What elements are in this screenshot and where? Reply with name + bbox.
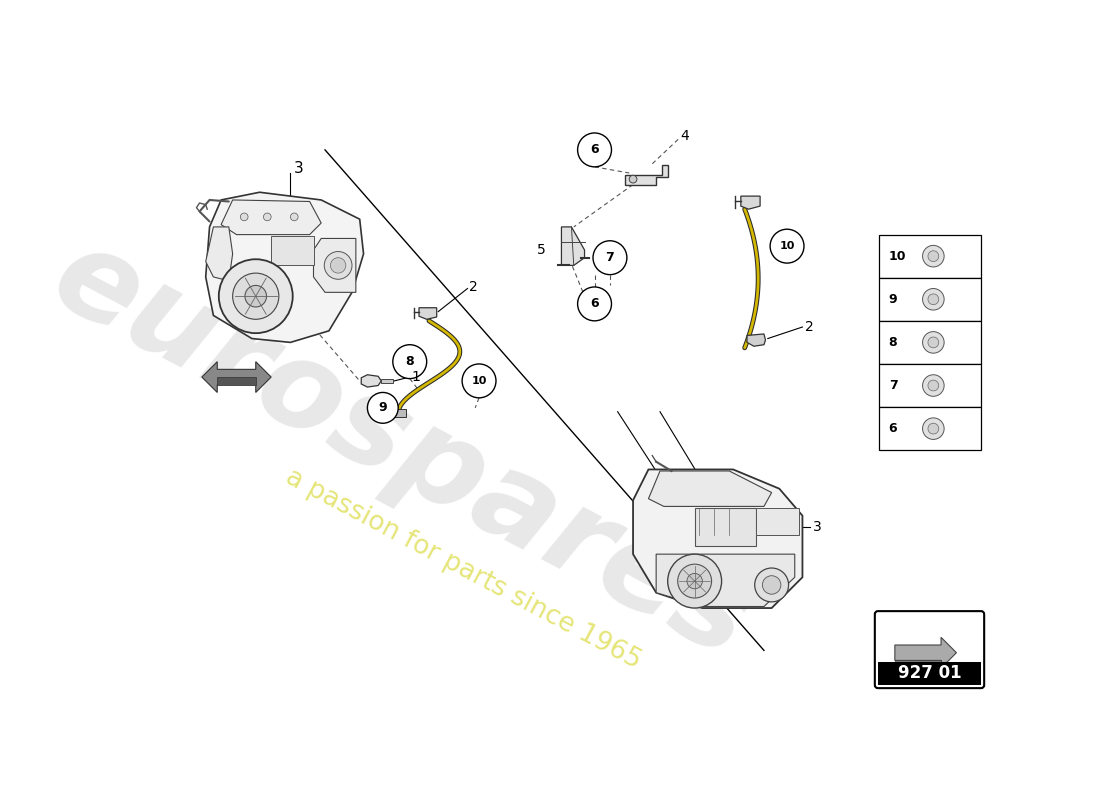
Circle shape [462,364,496,398]
Circle shape [578,133,612,167]
Bar [880,321,981,364]
Circle shape [629,175,637,183]
Text: 7: 7 [889,379,898,392]
Bar [271,236,314,266]
Circle shape [923,374,944,396]
Text: eurospares: eurospares [33,217,771,683]
Polygon shape [649,471,772,506]
Circle shape [928,294,938,305]
Polygon shape [747,334,766,346]
Polygon shape [202,362,271,393]
Text: 10: 10 [889,250,906,262]
Circle shape [330,258,345,273]
Polygon shape [895,661,942,666]
Polygon shape [314,238,356,292]
Circle shape [264,213,272,221]
Circle shape [923,418,944,439]
Text: 5: 5 [537,243,546,257]
Circle shape [290,213,298,221]
Text: 8: 8 [889,336,898,349]
Text: 1: 1 [411,370,420,384]
Polygon shape [741,196,760,209]
Polygon shape [206,227,233,281]
Polygon shape [221,200,321,234]
Bar [880,364,981,407]
Polygon shape [419,308,437,319]
Circle shape [762,576,781,594]
Text: 8: 8 [406,355,414,368]
Polygon shape [625,166,668,185]
Text: a passion for parts since 1965: a passion for parts since 1965 [282,465,646,674]
Circle shape [219,259,293,333]
Text: 6: 6 [591,143,598,157]
Circle shape [923,332,944,353]
Circle shape [678,564,712,598]
Polygon shape [895,638,957,668]
Circle shape [578,287,612,321]
Bar [880,407,981,450]
Bar [880,234,981,278]
Polygon shape [656,554,794,606]
Text: 6: 6 [889,422,898,435]
Circle shape [367,393,398,423]
Text: 10: 10 [780,241,794,251]
Text: 6: 6 [591,298,598,310]
Circle shape [668,554,722,608]
Bar [878,662,981,685]
Circle shape [755,568,789,602]
Circle shape [232,273,279,319]
Circle shape [240,213,248,221]
Circle shape [928,337,938,348]
Circle shape [928,423,938,434]
FancyBboxPatch shape [874,611,984,688]
Bar [382,378,393,383]
Text: 10: 10 [472,376,486,386]
Text: 2: 2 [805,320,814,334]
Text: 9: 9 [889,293,898,306]
Text: 4: 4 [681,129,690,143]
Circle shape [923,246,944,267]
Polygon shape [361,374,382,387]
Polygon shape [206,192,363,342]
Circle shape [923,289,944,310]
Text: 927 01: 927 01 [898,665,961,682]
Text: 9: 9 [378,402,387,414]
Circle shape [770,230,804,263]
Bar [695,508,757,546]
Text: 3: 3 [295,161,304,176]
Circle shape [324,251,352,279]
Polygon shape [561,227,584,266]
Text: 7: 7 [606,251,614,264]
Text: 2: 2 [469,280,477,294]
Circle shape [393,345,427,378]
Bar [392,410,406,417]
Circle shape [686,574,703,589]
Circle shape [928,380,938,391]
Text: 3: 3 [813,520,822,534]
Circle shape [245,286,266,307]
Bar [880,278,981,321]
Polygon shape [218,377,255,385]
Circle shape [928,250,938,262]
Bar [757,508,799,535]
Polygon shape [634,470,803,608]
Circle shape [593,241,627,274]
